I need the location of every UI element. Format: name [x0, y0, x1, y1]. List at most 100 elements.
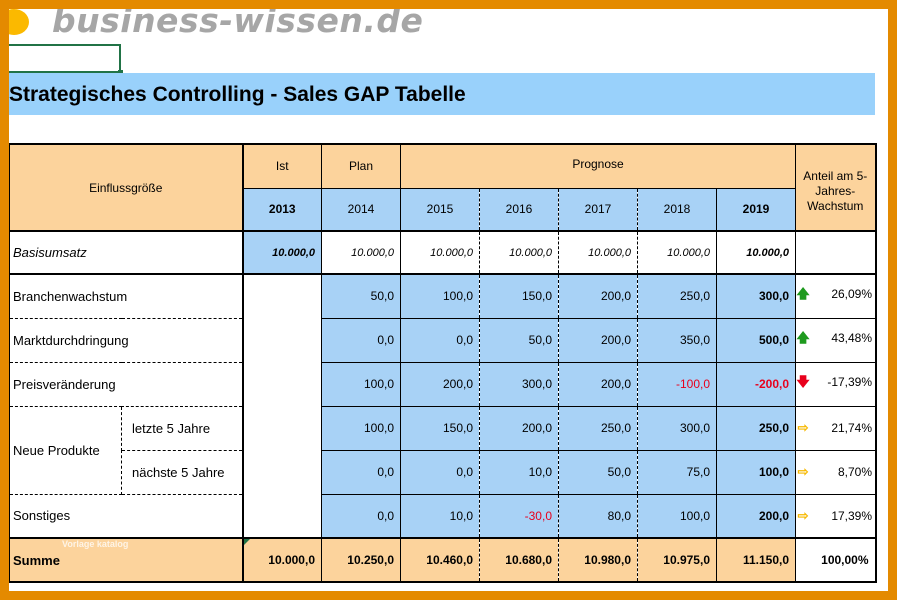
cell-summe-2015[interactable]: 10.460,0: [400, 538, 480, 583]
cell-summe-2016[interactable]: 10.680,0: [479, 538, 559, 583]
cell-anteil[interactable]: 🡅 26,09%: [795, 274, 877, 319]
cell-anteil[interactable]: ⇨ 8,70%: [795, 450, 877, 495]
cell-basis-anteil[interactable]: [795, 231, 877, 275]
year-2016[interactable]: 2016: [479, 187, 559, 232]
cell-anteil[interactable]: 🡇 -17,39%: [795, 362, 877, 407]
row-label-naechste-5-jahre[interactable]: nächste 5 Jahre: [121, 450, 244, 495]
cell-basis-2019[interactable]: 10.000,0: [716, 231, 797, 275]
cell[interactable]: 50,0: [321, 274, 401, 319]
fill-handle[interactable]: [118, 70, 123, 75]
row-label-marktdurchdringung[interactable]: Marktdurchdringung: [9, 318, 244, 363]
cell-summe-2013[interactable]: 10.000,0: [242, 538, 322, 583]
spreadsheet-area: business-wissen.de Strategisches Control…: [9, 9, 888, 591]
cell[interactable]: 0,0: [321, 318, 401, 363]
cell[interactable]: 250,0: [637, 274, 717, 319]
cell[interactable]: 200,0: [558, 318, 638, 363]
cell-2019[interactable]: 200,0: [716, 494, 797, 539]
cell-summe-2019[interactable]: 11.150,0: [716, 538, 797, 583]
yellow-right-arrow-icon: ⇨: [797, 464, 809, 479]
cell[interactable]: 80,0: [558, 494, 638, 539]
row-label-neue-produkte[interactable]: Neue Produkte: [9, 406, 122, 495]
cell[interactable]: 0,0: [400, 318, 480, 363]
year-2019[interactable]: 2019: [716, 187, 797, 232]
cell[interactable]: 0,0: [321, 450, 401, 495]
cell-2019[interactable]: 500,0: [716, 318, 797, 363]
watermark: Vorlage katalog: [62, 539, 129, 549]
year-2018[interactable]: 2018: [637, 187, 717, 232]
cell[interactable]: 0,0: [321, 494, 401, 539]
green-up-arrow-icon: 🡅: [796, 330, 810, 345]
cell[interactable]: 0,0: [400, 450, 480, 495]
cell[interactable]: 200,0: [558, 362, 638, 407]
table-row-summe: Summe Vorlage katalog 10.000,0 10.250,0 …: [9, 538, 877, 583]
row-label-sonstiges[interactable]: Sonstiges: [9, 494, 244, 539]
cell[interactable]: 200,0: [558, 274, 638, 319]
selected-cell[interactable]: [9, 44, 121, 73]
yellow-right-arrow-icon: ⇨: [797, 507, 809, 523]
cell-anteil[interactable]: ⇨ 17,39%: [795, 494, 877, 539]
table-row-letzte-5-jahre: Neue Produkte letzte 5 Jahre 100,0 150,0…: [9, 406, 877, 495]
year-2015[interactable]: 2015: [400, 187, 480, 232]
cell-basis-2017[interactable]: 10.000,0: [558, 231, 638, 275]
cell-summe-2018[interactable]: 10.975,0: [637, 538, 717, 583]
row-label-branchenwachstum[interactable]: Branchenwachstum: [9, 274, 244, 319]
cell[interactable]: 10,0: [400, 494, 480, 539]
cell-2019-negative[interactable]: -200,0: [716, 362, 797, 407]
brand-logo: business-wissen.de: [52, 9, 424, 40]
cell[interactable]: 100,0: [321, 362, 401, 407]
header-einflussgroesse[interactable]: Einflussgröße: [9, 143, 244, 232]
cell-basis-2016[interactable]: 10.000,0: [479, 231, 559, 275]
header-ist[interactable]: Ist: [242, 143, 322, 188]
cell[interactable]: 200,0: [400, 362, 480, 407]
cell-basis-2015[interactable]: 10.000,0: [400, 231, 480, 275]
cell-anteil[interactable]: 🡅 43,48%: [795, 318, 877, 363]
yellow-right-arrow-icon: ⇨: [797, 420, 809, 435]
cell[interactable]: 50,0: [479, 318, 559, 363]
cell[interactable]: 50,0: [558, 450, 638, 495]
cell-summe-anteil[interactable]: 100,00%: [795, 538, 877, 583]
cell[interactable]: 250,0: [558, 406, 638, 451]
year-2014[interactable]: 2014: [321, 187, 401, 232]
table-row-naechste-5-jahre: nächste 5 Jahre 0,0 0,0 10,0 50,0 75,0 1…: [10, 450, 877, 495]
row-label-letzte-5-jahre[interactable]: letzte 5 Jahre: [121, 406, 244, 451]
cell[interactable]: 150,0: [479, 274, 559, 319]
red-down-arrow-icon: 🡇: [796, 374, 810, 389]
header-anteil[interactable]: Anteil am 5- Jahres- Wachstum: [795, 143, 877, 232]
row-label-summe[interactable]: Summe Vorlage katalog: [9, 538, 244, 583]
cell-basis-2018[interactable]: 10.000,0: [637, 231, 717, 275]
cell-2019[interactable]: 300,0: [716, 274, 797, 319]
cell-2019[interactable]: 100,0: [716, 450, 797, 495]
cell-negative[interactable]: -30,0: [479, 494, 559, 539]
cell[interactable]: 200,0: [479, 406, 559, 451]
cell[interactable]: 10,0: [479, 450, 559, 495]
cell[interactable]: 100,0: [400, 274, 480, 319]
ist-empty-block[interactable]: [242, 274, 322, 539]
year-2017[interactable]: 2017: [558, 187, 638, 232]
cell-basis-2014[interactable]: 10.000,0: [321, 231, 401, 275]
cell[interactable]: 100,0: [637, 494, 717, 539]
cell[interactable]: 300,0: [479, 362, 559, 407]
cell[interactable]: 150,0: [400, 406, 480, 451]
table-row-branchenwachstum: Branchenwachstum 50,0 100,0 150,0 200,0 …: [9, 274, 877, 539]
cell-anteil[interactable]: ⇨ 21,74%: [795, 406, 877, 451]
cell[interactable]: 300,0: [637, 406, 717, 451]
cell[interactable]: 350,0: [637, 318, 717, 363]
header-plan[interactable]: Plan: [321, 143, 401, 188]
cell[interactable]: 100,0: [321, 406, 401, 451]
cell-summe-2017[interactable]: 10.980,0: [558, 538, 638, 583]
table-row-sonstiges: Sonstiges 0,0 10,0 -30,0 80,0 100,0 200,…: [9, 494, 877, 539]
sales-gap-table: Einflussgröße Ist Plan Prognose Anteil a…: [9, 143, 877, 583]
cell-2019[interactable]: 250,0: [716, 406, 797, 451]
table-row-marktdurchdringung: Marktdurchdringung 0,0 0,0 50,0 200,0 35…: [9, 318, 877, 363]
cell-summe-2014[interactable]: 10.250,0: [321, 538, 401, 583]
error-indicator-icon: [243, 539, 250, 545]
green-up-arrow-icon: 🡅: [796, 286, 810, 302]
table-row-basisumsatz: Basisumsatz 10.000,0 10.000,0 10.000,0 1…: [9, 231, 877, 275]
row-label-basisumsatz[interactable]: Basisumsatz: [9, 231, 244, 275]
header-prognose[interactable]: Prognose: [400, 143, 797, 188]
cell[interactable]: 75,0: [637, 450, 717, 495]
cell-basis-2013[interactable]: 10.000,0: [242, 231, 322, 275]
cell-negative[interactable]: -100,0: [637, 362, 717, 407]
year-2013[interactable]: 2013: [242, 187, 322, 232]
row-label-preisveraenderung[interactable]: Preisveränderung: [9, 362, 244, 407]
